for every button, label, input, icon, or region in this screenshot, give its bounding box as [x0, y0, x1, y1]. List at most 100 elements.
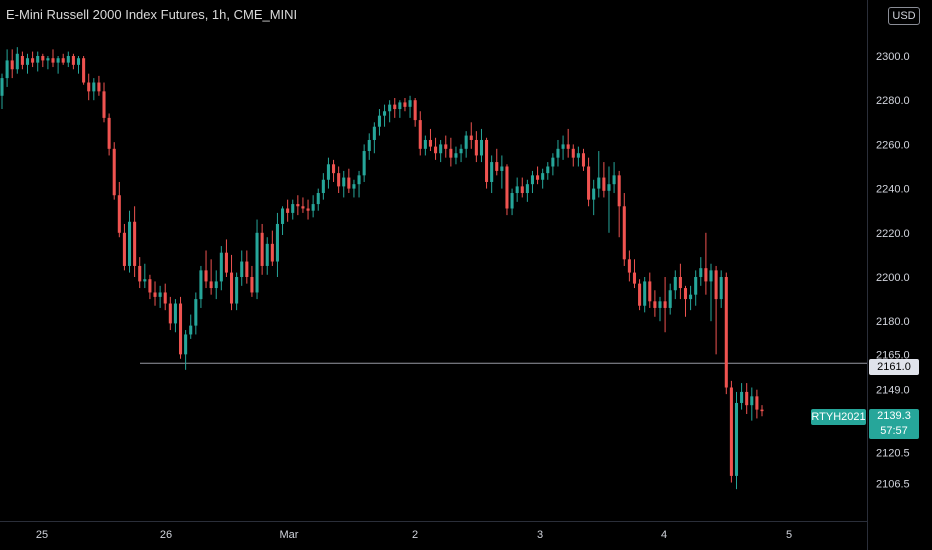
candle-body: [408, 100, 412, 107]
x-tick-label: 5: [786, 529, 792, 541]
x-tick-label: 25: [36, 529, 48, 541]
bar-countdown: 57:57: [880, 425, 908, 437]
time-axis-border: [0, 521, 867, 522]
y-tick-label: 2149.0: [876, 385, 910, 397]
candle-body: [15, 53, 19, 70]
candle-body: [133, 221, 137, 266]
candle-body: [479, 139, 483, 156]
candle-body: [571, 148, 575, 158]
candle-body: [260, 232, 264, 266]
candle-body: [255, 232, 259, 293]
candle-body: [755, 396, 759, 410]
candle-body: [311, 204, 315, 211]
price-axis-border: [867, 0, 868, 550]
candle-body: [454, 153, 458, 158]
candle-body: [230, 272, 234, 304]
candle-body: [36, 56, 40, 63]
candle-body: [536, 175, 540, 180]
candle-body: [495, 162, 499, 171]
candle-body: [46, 58, 50, 61]
candle-body: [20, 56, 24, 65]
candle-body: [357, 175, 361, 185]
candle-body: [281, 208, 285, 224]
candle-body: [398, 102, 402, 110]
currency-button[interactable]: USD: [888, 7, 920, 25]
candle-body: [515, 186, 519, 194]
candle-body: [332, 164, 336, 174]
candle-body: [729, 387, 733, 476]
candle-body: [296, 204, 300, 207]
y-tick-label: 2240.0: [876, 184, 910, 196]
candle-body: [520, 186, 524, 194]
candle-body: [117, 195, 121, 233]
candle-body: [347, 177, 351, 189]
candle-body: [25, 58, 30, 65]
candle-body: [694, 277, 698, 295]
candle-body: [102, 91, 106, 118]
candle-body: [719, 277, 723, 300]
candle-body: [627, 259, 631, 273]
candle-body: [316, 193, 320, 205]
candle-body: [270, 243, 274, 262]
candle-body: [581, 153, 586, 167]
candle-body: [31, 58, 35, 63]
candle-body: [377, 115, 381, 127]
last-price-value: 2139.3: [877, 410, 911, 422]
candle-body: [127, 221, 132, 266]
candle-body: [5, 60, 9, 79]
candle-body: [607, 184, 611, 191]
candle-body: [178, 303, 183, 355]
candle-body: [403, 102, 407, 107]
candle-body: [592, 188, 596, 200]
x-tick-label: 26: [160, 529, 172, 541]
candle-body: [673, 277, 677, 291]
candle-body: [469, 135, 473, 140]
candle-body: [97, 82, 101, 92]
candle-body: [745, 391, 749, 406]
candle-body: [490, 162, 494, 182]
candle-body: [82, 58, 86, 83]
last-price-label: 2139.3 57:57: [869, 409, 919, 439]
candle-body: [209, 281, 213, 289]
candle-body: [750, 396, 754, 406]
candle-body: [418, 120, 422, 149]
candle-body: [546, 166, 550, 174]
candle-body: [678, 277, 682, 289]
candle-body: [224, 252, 228, 273]
candle-body: [107, 117, 111, 149]
candle-body: [362, 151, 366, 176]
candle-body: [168, 303, 172, 324]
candle-body: [734, 402, 739, 476]
chart-title: E-Mini Russell 2000 Index Futures, 1h, C…: [6, 7, 298, 22]
candle-body: [704, 268, 708, 282]
candle-body: [306, 208, 310, 211]
candle-body: [291, 204, 295, 213]
y-tick-label: 2220.0: [876, 228, 910, 240]
candle-body: [689, 294, 693, 300]
candle-body: [485, 139, 489, 182]
candle-body: [265, 243, 269, 266]
candle-body: [41, 56, 45, 61]
candle-body: [551, 157, 555, 167]
candle-body: [301, 206, 305, 209]
candle-body: [87, 82, 91, 92]
candle-body: [342, 177, 346, 187]
candle-body: [148, 279, 152, 293]
candle-body: [163, 292, 167, 304]
candle-body: [500, 166, 504, 171]
candle-body: [413, 100, 417, 121]
candle-body: [184, 334, 188, 355]
candle-body: [724, 277, 728, 388]
candle-body: [143, 279, 147, 282]
candle-body: [683, 288, 688, 300]
candle-body: [367, 139, 371, 152]
x-tick-label: 2: [412, 529, 418, 541]
y-tick-label: 2200.0: [876, 272, 910, 284]
candle-body: [505, 166, 509, 209]
candle-body: [393, 104, 397, 110]
candle-body: [653, 301, 657, 308]
candle-body: [66, 56, 70, 63]
candle-body: [444, 144, 448, 149]
